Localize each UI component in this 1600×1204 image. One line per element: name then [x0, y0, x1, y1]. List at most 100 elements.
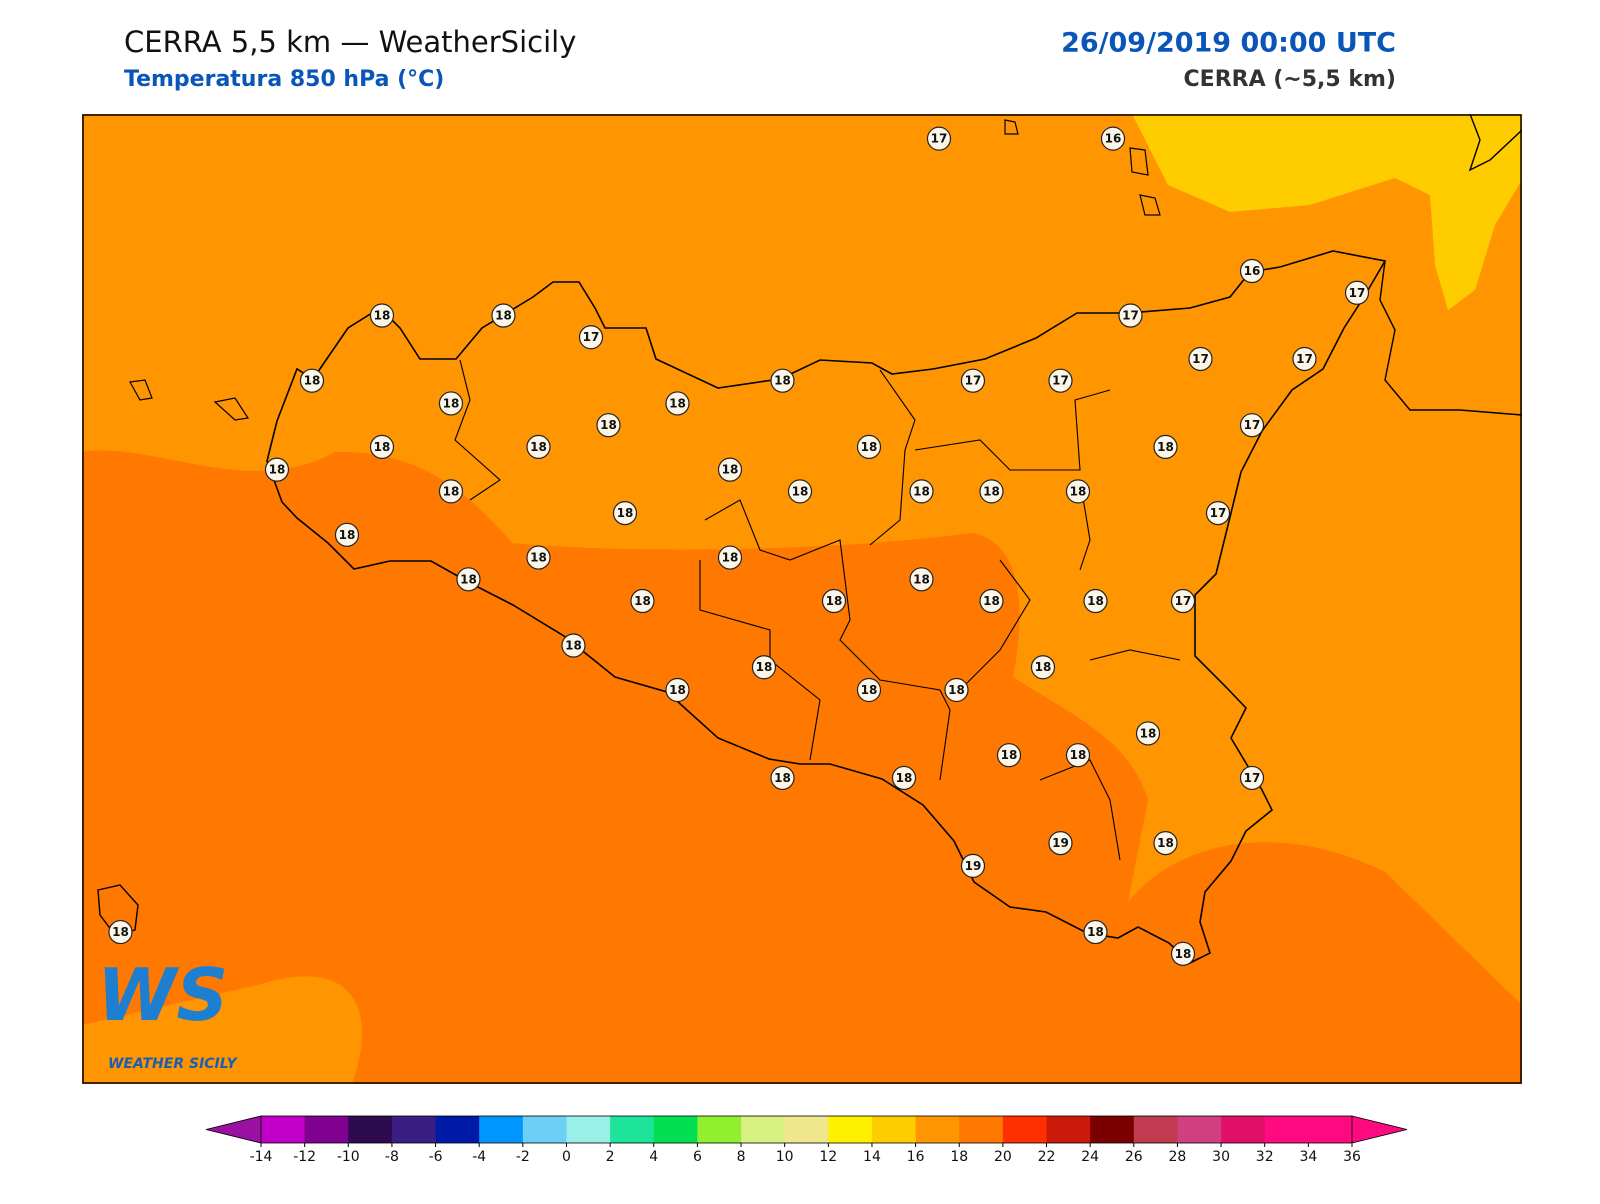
station-marker	[821, 588, 847, 614]
station-marker	[630, 588, 655, 614]
station-value: 18	[948, 683, 965, 697]
station-marker	[612, 501, 638, 526]
province-borders	[454, 359, 1181, 861]
colorbar-under	[205, 1115, 262, 1144]
station-value: 18	[1035, 660, 1052, 674]
islands	[129, 119, 1161, 421]
station-value: 18	[913, 484, 930, 498]
station-marker	[561, 633, 586, 658]
station-marker	[1083, 588, 1108, 614]
station-value: 18	[530, 551, 547, 565]
station-marker	[596, 413, 621, 438]
colorbar-tick-label: 2	[606, 1149, 615, 1165]
colorbar-tick-label: 18	[950, 1149, 968, 1165]
station-marker	[665, 391, 690, 416]
station-marker	[856, 434, 882, 459]
station-marker	[526, 545, 551, 570]
station-value: 18	[1087, 594, 1104, 608]
station-value: 18	[443, 484, 460, 498]
station-value: 18	[634, 594, 651, 608]
subtitle: Temperatura 850 hPa (°C)	[124, 67, 444, 92]
station-marker	[1153, 434, 1178, 459]
station-value: 18	[460, 572, 477, 586]
colorbar-bin	[959, 1116, 1004, 1143]
colorbar-bin	[391, 1116, 437, 1143]
colorbar-tick-label: -12	[293, 1149, 316, 1165]
station-value: 18	[983, 594, 1000, 608]
station-value: 18	[1157, 440, 1174, 454]
station-value: 17	[1122, 309, 1139, 323]
station-marker	[334, 522, 360, 547]
station-value: 18	[669, 396, 686, 410]
station-marker	[1065, 743, 1091, 768]
station-marker	[491, 303, 516, 328]
colorbar-tick-label: 32	[1256, 1149, 1274, 1165]
station-value: 18	[304, 374, 321, 388]
colorbar-bin	[1002, 1116, 1048, 1143]
station-marker	[770, 765, 795, 791]
coastline	[266, 250, 1387, 964]
station-value: 18	[1070, 484, 1087, 498]
station-value: 18	[756, 660, 773, 674]
colorbar-tick-label: 24	[1081, 1149, 1099, 1165]
station-value: 18	[896, 771, 913, 785]
station-marker	[1239, 258, 1265, 284]
station-value: 18	[722, 463, 739, 477]
station-marker	[960, 853, 986, 878]
colorbar-bin	[1221, 1116, 1266, 1143]
model-label: CERRA (~5,5 km)	[1184, 67, 1396, 92]
colorbar-bin	[1308, 1116, 1353, 1143]
logo-mark: WS	[97, 953, 228, 1037]
station-value: 18	[617, 506, 634, 520]
station-value: 17	[1349, 286, 1366, 300]
colorbar-bin	[1264, 1116, 1309, 1143]
colorbar-tick-label: -6	[429, 1149, 443, 1165]
station-marker	[891, 765, 917, 791]
colorbar-bin	[610, 1116, 655, 1143]
station-value: 18	[722, 551, 739, 565]
station-value: 17	[1210, 506, 1227, 520]
station-marker	[717, 545, 743, 570]
station-marker	[960, 368, 986, 393]
station-marker	[944, 677, 969, 703]
station-value: 18	[374, 309, 391, 323]
station-value: 18	[1140, 726, 1157, 740]
colorbar-tick-label: 22	[1038, 1149, 1056, 1165]
colorbar-bin	[871, 1116, 917, 1143]
colorbar-tick-label: 8	[737, 1149, 746, 1165]
station-marker	[1048, 368, 1073, 393]
station-marker	[1065, 479, 1091, 504]
colorbar-tick-label: -4	[472, 1149, 486, 1165]
colorbar-tick-label: 28	[1169, 1149, 1187, 1165]
colorbar-tick-label: 34	[1299, 1149, 1317, 1165]
station-marker	[369, 434, 395, 459]
station-value: 18	[983, 484, 1000, 498]
station-marker	[665, 677, 690, 703]
colorbar-tick-label: 10	[776, 1149, 794, 1165]
station-value: 18	[600, 418, 617, 432]
colorbar-tick-label: 20	[994, 1149, 1012, 1165]
logo: WS WEATHER SICILY	[97, 953, 239, 1072]
station-value: 18	[913, 572, 930, 586]
colorbar-bin	[828, 1116, 873, 1143]
station-value: 18	[792, 484, 809, 498]
colorbar-bin	[566, 1116, 611, 1143]
station-value: 17	[1296, 352, 1313, 366]
station-value: 17	[1244, 771, 1261, 785]
station-value: 17	[1244, 418, 1261, 432]
colorbar-tick-label: -8	[385, 1149, 399, 1165]
station-marker	[909, 479, 934, 504]
station-marker	[1083, 919, 1108, 945]
calabria-coast	[1379, 260, 1522, 416]
station-value: 17	[1052, 374, 1069, 388]
title: CERRA 5,5 km — WeatherSicily	[124, 25, 576, 59]
colorbar-bin	[261, 1116, 306, 1143]
station-marker	[1118, 303, 1143, 328]
station-value: 19	[965, 859, 982, 873]
station-value: 18	[374, 440, 391, 454]
station-marker	[526, 434, 551, 459]
colorbar-bin	[304, 1116, 349, 1143]
station-marker	[1239, 413, 1265, 438]
station-marker	[369, 303, 395, 328]
